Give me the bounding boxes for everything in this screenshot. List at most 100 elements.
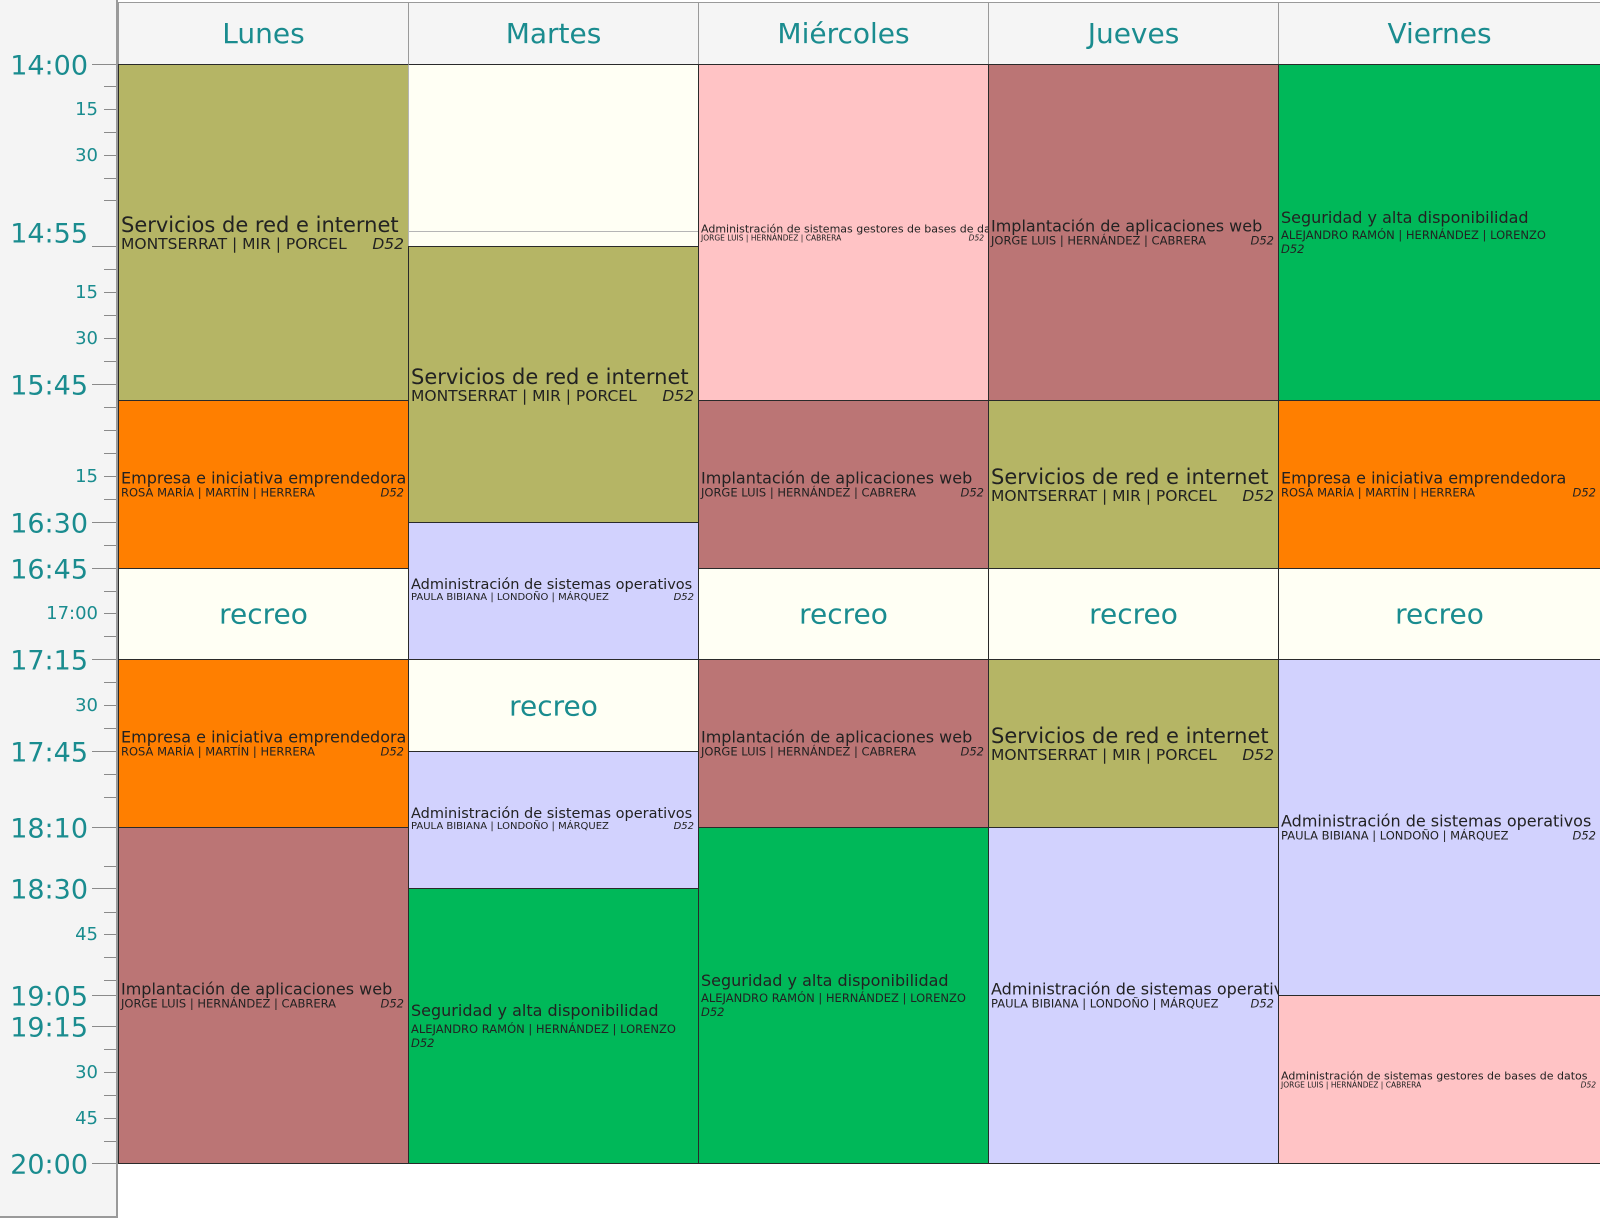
day-header-viernes: Viernes <box>1278 2 1600 64</box>
time-label: 15 <box>75 282 98 303</box>
time-tick <box>104 178 116 179</box>
time-tick-major <box>92 751 116 752</box>
time-label: 15:45 <box>10 370 88 402</box>
time-tick <box>104 109 116 110</box>
time-tick-major <box>92 522 116 523</box>
room-code: D52 <box>380 485 405 500</box>
room-code: D52 <box>960 744 985 759</box>
subject-name: Seguridad y alta disponibilidad <box>1281 207 1529 227</box>
time-tick-major <box>92 568 116 569</box>
time-tick <box>104 636 116 637</box>
time-label: 19:15 <box>10 1012 88 1044</box>
time-tick-major <box>92 246 116 247</box>
empty-slot-line <box>409 231 698 232</box>
time-tick <box>104 1049 116 1050</box>
class-block[interactable]: Servicios de red e internet MONTSERRAT |… <box>118 64 409 401</box>
teacher-name: JORGE LUIS | HERNÁNDEZ | CABRERA <box>701 233 842 243</box>
class-block[interactable]: Administración de sistemas operativos PA… <box>1278 659 1600 996</box>
subject-name: Implantación de aplicaciones web <box>701 468 973 488</box>
class-block[interactable]: Administración de sistemas gestores de b… <box>698 64 989 401</box>
time-label: 18:30 <box>10 874 88 906</box>
time-tick <box>104 728 116 729</box>
subject-name: Implantación de aplicaciones web <box>991 216 1263 236</box>
subject-name: Administración de sistemas operativos <box>1281 811 1592 831</box>
time-tick <box>104 86 116 87</box>
teacher-name: MONTSERRAT | MIR | PORCEL <box>991 486 1217 505</box>
time-label: 20:00 <box>10 1149 88 1181</box>
room-code: D52 <box>968 233 984 243</box>
teacher-name: MONTSERRAT | MIR | PORCEL <box>411 386 637 405</box>
class-block[interactable]: Empresa e iniciativa emprendedora ROSA M… <box>1278 400 1600 569</box>
class-block[interactable]: Servicios de red e internet MONTSERRAT |… <box>988 400 1279 569</box>
class-block[interactable]: Administración de sistemas operativos PA… <box>988 827 1279 1164</box>
day-header-miercoles: Miércoles <box>698 2 988 64</box>
subject-name: Administración de sistemas operativos <box>411 806 693 823</box>
class-block[interactable]: Administración de sistemas gestores de b… <box>1278 995 1600 1164</box>
class-block[interactable]: Implantación de aplicaciones web JORGE L… <box>698 400 989 569</box>
time-label: 17:45 <box>10 737 88 769</box>
room-code: D52 <box>1572 828 1597 843</box>
time-tick <box>104 545 116 546</box>
class-block[interactable]: Seguridad y alta disponibilidad ALEJANDR… <box>408 888 699 1164</box>
room-code: D52 <box>1242 486 1274 505</box>
time-label: 19:05 <box>10 981 88 1013</box>
subject-name: Seguridad y alta disponibilidad <box>701 970 949 990</box>
time-tick-major <box>92 1026 116 1027</box>
time-tick <box>104 269 116 270</box>
class-block[interactable]: Empresa e iniciativa emprendedora ROSA M… <box>118 659 409 828</box>
time-tick <box>104 407 116 408</box>
teacher-name: ROSA MARÍA | MARTÍN | HERRERA <box>1281 485 1476 500</box>
break-block: recreo <box>698 568 989 660</box>
break-block: recreo <box>118 568 409 660</box>
time-tick <box>104 132 116 133</box>
time-tick-major <box>92 659 116 660</box>
time-tick <box>104 1072 116 1073</box>
time-tick <box>104 957 116 958</box>
class-block[interactable]: Implantación de aplicaciones web JORGE L… <box>118 827 409 1164</box>
time-tick <box>104 200 116 201</box>
subject-name: Administración de sistemas operativos <box>991 979 1279 999</box>
teacher-name: ROSA MARÍA | MARTÍN | HERRERA <box>121 485 316 500</box>
break-label: recreo <box>509 689 598 722</box>
room-code: D52 <box>1242 745 1274 764</box>
time-label: 30 <box>75 328 98 349</box>
teacher-name: PAULA BIBIANA | LONDOÑO | MÁRQUEZ <box>991 996 1219 1011</box>
class-block[interactable]: Seguridad y alta disponibilidad ALEJANDR… <box>1278 64 1600 401</box>
break-label: recreo <box>799 597 888 631</box>
class-block[interactable]: Empresa e iniciativa emprendedora ROSA M… <box>118 400 409 569</box>
time-label: 14:55 <box>10 218 88 250</box>
class-block[interactable]: Administración de sistemas operativos PA… <box>408 751 699 889</box>
subject-name: Empresa e iniciativa emprendedora <box>1281 468 1567 488</box>
room-code: D52 <box>1572 485 1597 500</box>
subject-name: Servicios de red e internet <box>991 723 1269 748</box>
day-header-lunes: Lunes <box>118 2 408 64</box>
room-code: D52 <box>380 744 405 759</box>
teacher-name: JORGE LUIS | HERNÁNDEZ | CABRERA <box>701 744 916 759</box>
time-tick-major <box>92 995 116 996</box>
time-tick <box>104 476 116 477</box>
room-code: D52 <box>960 485 985 500</box>
time-label: 14:00 <box>10 50 88 82</box>
time-tick <box>104 361 116 362</box>
room-code: D52 <box>411 1035 435 1050</box>
room-code: D52 <box>1250 996 1275 1011</box>
room-code: D52 <box>662 386 694 405</box>
empty-slot <box>408 64 699 247</box>
class-block[interactable]: Servicios de red e internet MONTSERRAT |… <box>988 659 1279 828</box>
class-block[interactable]: Administración de sistemas operativos PA… <box>408 522 699 660</box>
class-block[interactable]: Servicios de red e internet MONTSERRAT |… <box>408 246 699 523</box>
subject-name: Implantación de aplicaciones web <box>701 727 973 747</box>
class-block[interactable]: Implantación de aplicaciones web JORGE L… <box>988 64 1279 401</box>
subject-name: Administración de sistemas operativos <box>411 577 693 594</box>
time-tick <box>104 934 116 935</box>
teacher-name: MONTSERRAT | MIR | PORCEL <box>991 745 1217 764</box>
room-code: D52 <box>1281 242 1305 257</box>
time-tick <box>104 453 116 454</box>
time-axis: 14:00 14:55 15:45 16:30 16:45 17:15 17:4… <box>0 0 118 1218</box>
teacher-name: PAULA BIBIANA | LONDOÑO | MÁRQUEZ <box>1281 828 1509 843</box>
room-code: D52 <box>1250 233 1275 248</box>
time-tick <box>104 499 116 500</box>
class-block[interactable]: Seguridad y alta disponibilidad ALEJANDR… <box>698 827 989 1164</box>
time-label: 16:30 <box>10 508 88 540</box>
class-block[interactable]: Implantación de aplicaciones web JORGE L… <box>698 659 989 828</box>
